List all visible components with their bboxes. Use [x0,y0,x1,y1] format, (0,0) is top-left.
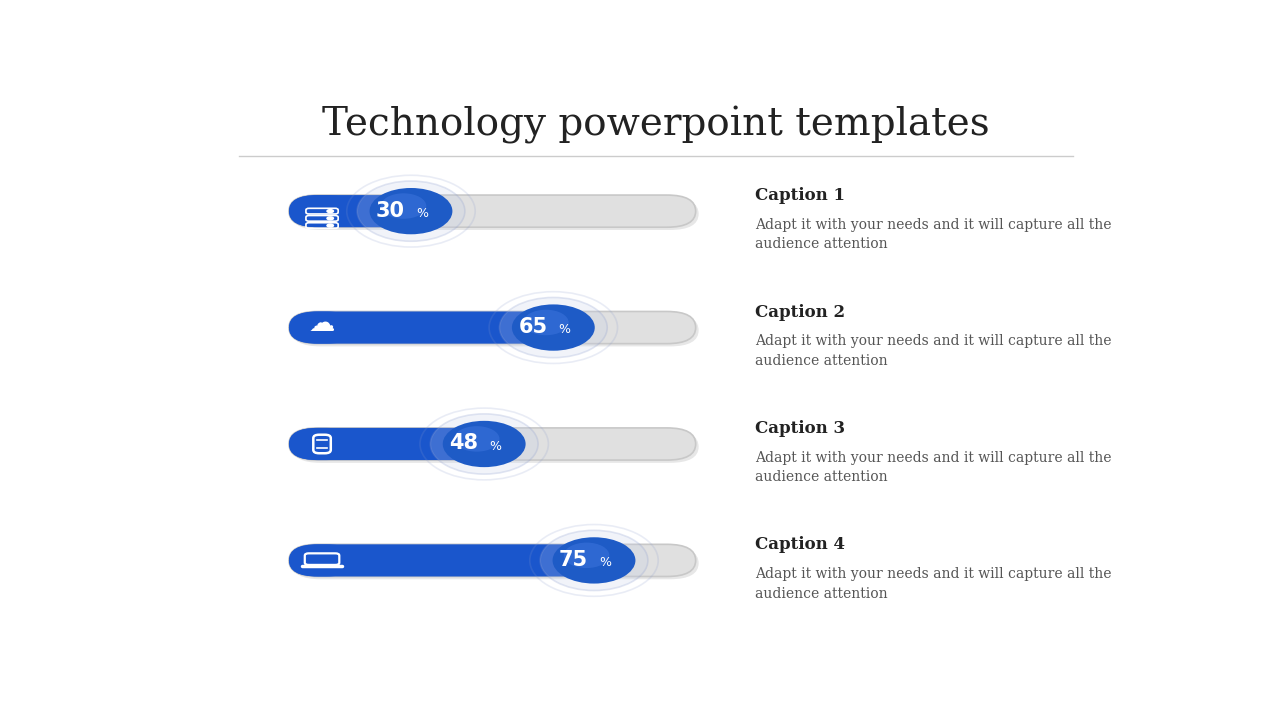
Text: Adapt it with your needs and it will capture all the
audience attention: Adapt it with your needs and it will cap… [755,451,1112,484]
Circle shape [553,537,635,584]
FancyBboxPatch shape [289,544,594,577]
FancyBboxPatch shape [289,428,696,460]
Text: Adapt it with your needs and it will capture all the
audience attention: Adapt it with your needs and it will cap… [755,567,1112,600]
Text: Caption 4: Caption 4 [755,536,845,554]
Text: Caption 2: Caption 2 [755,304,845,320]
Text: Technology powerpoint templates: Technology powerpoint templates [323,107,989,144]
FancyBboxPatch shape [292,314,699,346]
Circle shape [430,414,538,474]
FancyBboxPatch shape [292,431,699,463]
Circle shape [563,543,609,568]
FancyBboxPatch shape [292,547,699,580]
FancyBboxPatch shape [289,195,355,228]
Circle shape [454,426,499,451]
Circle shape [512,305,595,351]
Text: ☁: ☁ [308,311,335,337]
Circle shape [499,297,607,358]
Text: Adapt it with your needs and it will capture all the
audience attention: Adapt it with your needs and it will cap… [755,334,1112,368]
Text: 65: 65 [518,317,548,337]
Text: Caption 1: Caption 1 [755,187,845,204]
Circle shape [326,223,334,228]
Circle shape [326,209,334,213]
Text: Adapt it with your needs and it will capture all the
audience attention: Adapt it with your needs and it will cap… [755,217,1112,251]
Circle shape [443,420,526,467]
FancyBboxPatch shape [289,195,411,228]
FancyBboxPatch shape [289,428,355,460]
FancyBboxPatch shape [289,428,484,460]
Text: 48: 48 [449,433,479,454]
Text: 75: 75 [559,550,588,570]
Circle shape [524,310,568,336]
Text: 30: 30 [376,201,404,220]
Text: Caption 3: Caption 3 [755,420,845,437]
FancyBboxPatch shape [289,544,696,577]
Text: %: % [558,323,571,336]
Text: %: % [489,440,502,453]
Text: %: % [416,207,428,220]
Circle shape [540,531,648,590]
Circle shape [326,216,334,220]
FancyBboxPatch shape [289,312,696,343]
Circle shape [370,188,452,234]
Circle shape [357,181,465,241]
FancyBboxPatch shape [289,312,553,343]
Text: %: % [599,556,611,569]
Circle shape [380,193,426,219]
FancyBboxPatch shape [289,544,355,577]
FancyBboxPatch shape [292,198,699,230]
FancyBboxPatch shape [289,312,355,343]
FancyBboxPatch shape [289,195,696,228]
